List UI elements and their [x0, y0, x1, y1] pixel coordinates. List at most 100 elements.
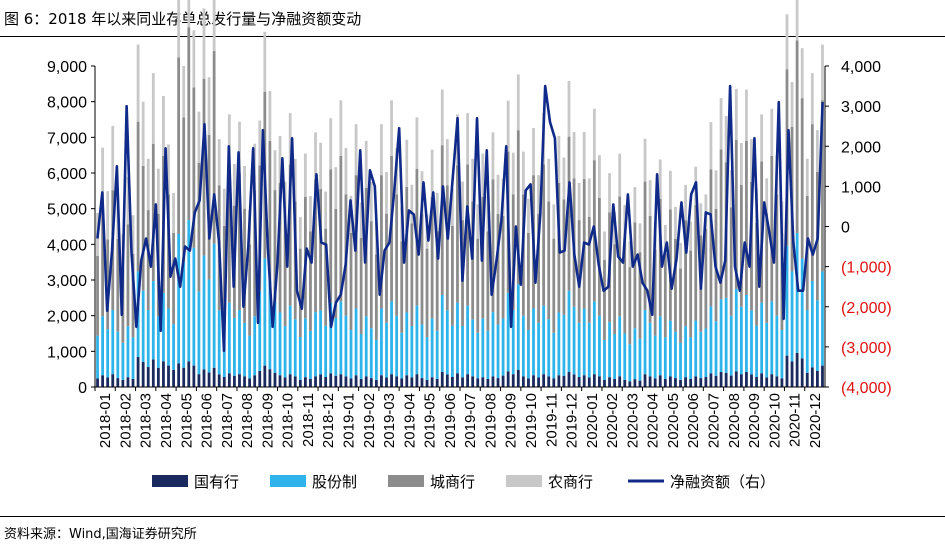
bar-gufen	[694, 320, 698, 377]
bar-gufen	[471, 319, 475, 377]
bar-chengshang	[729, 207, 733, 316]
right-axis-tick-label: 2,000	[841, 139, 881, 156]
bar-gufen	[395, 315, 399, 377]
bar-chengshang	[694, 205, 698, 321]
bar-gufen	[440, 294, 444, 373]
bar-gufen	[628, 344, 632, 382]
x-axis-tick-label: 2019-11	[543, 393, 560, 447]
bar-gufen	[182, 261, 186, 368]
x-axis-tick-label: 2020-02	[604, 393, 621, 448]
left-axis-tick-label: 9,000	[47, 59, 87, 76]
bar-guoyou	[598, 376, 601, 387]
bar-chengshang	[679, 268, 682, 343]
bar-gufen	[643, 309, 647, 375]
bar-guoyou	[151, 359, 155, 387]
bar-gufen	[435, 330, 439, 379]
bar-chengshang	[420, 214, 424, 325]
bar-nongshang	[156, 168, 160, 214]
bar-nongshang	[268, 90, 272, 141]
bar-nongshang	[430, 149, 434, 197]
bar-gufen	[800, 258, 804, 359]
left-axis-tick-label: 4,000	[47, 237, 87, 254]
bar-gufen	[456, 302, 459, 374]
bar-gufen	[506, 292, 510, 372]
bar-guoyou	[592, 374, 596, 387]
bar-guoyou	[106, 377, 110, 387]
bar-guoyou	[167, 365, 170, 387]
left-axis-tick-label: 6,000	[47, 166, 87, 183]
bar-nongshang	[405, 139, 409, 187]
bar-nongshang	[633, 186, 637, 223]
bar-guoyou	[800, 358, 804, 387]
x-axis-tick-label: 2019-03	[381, 393, 398, 448]
bar-nongshang	[329, 118, 333, 170]
bar-gufen	[364, 316, 368, 377]
x-axis-tick-label: 2019-12	[564, 393, 581, 448]
bar-guoyou	[430, 377, 434, 387]
bar-guoyou	[481, 377, 485, 387]
bar-gufen	[172, 324, 175, 370]
bar-gufen	[790, 271, 794, 362]
bar-gufen	[162, 292, 165, 362]
bar-gufen	[476, 332, 480, 379]
x-axis-tick-label: 2020-04	[645, 393, 662, 448]
bar-nongshang	[111, 125, 115, 191]
bar-chengshang	[329, 169, 333, 303]
bar-gufen	[445, 310, 449, 375]
bar-guoyou	[719, 372, 723, 387]
source-note: 资料来源：Wind,国海证券研究所	[4, 527, 197, 542]
bar-guoyou	[537, 377, 540, 387]
bar-guoyou	[557, 375, 561, 387]
bar-gufen	[714, 321, 718, 376]
bar-guoyou	[506, 371, 510, 387]
bar-guoyou	[395, 376, 399, 387]
right-axis-tick-label: (2,000)	[841, 300, 892, 317]
bar-nongshang	[562, 157, 566, 200]
bar-gufen	[750, 310, 753, 375]
bar-guoyou	[511, 374, 515, 387]
bar-chengshang	[369, 221, 373, 329]
bar-guoyou	[542, 374, 546, 387]
bar-guoyou	[491, 376, 495, 387]
bar-guoyou	[567, 372, 571, 387]
bar-guoyou	[405, 375, 409, 387]
bar-gufen	[765, 322, 769, 378]
bar-guoyou	[461, 377, 464, 387]
bar-chengshang	[380, 175, 383, 309]
bar-guoyou	[385, 377, 388, 387]
bar-chengshang	[486, 231, 490, 331]
bar-chengshang	[222, 225, 226, 326]
bar-gufen	[217, 310, 221, 375]
bar-gufen	[303, 318, 307, 378]
bar-nongshang	[288, 113, 292, 165]
bar-chengshang	[116, 238, 120, 332]
bar-chengshang	[689, 250, 693, 338]
bar-chengshang	[177, 57, 181, 234]
bar-nongshang	[816, 130, 819, 172]
x-axis-tick-label: 2020-03	[624, 393, 641, 448]
bar-nongshang	[217, 139, 221, 186]
bar-chengshang	[638, 252, 642, 339]
bar-gufen	[618, 316, 622, 377]
bar-gufen	[608, 322, 611, 378]
bar-nongshang	[608, 173, 611, 213]
bar-nongshang	[303, 153, 307, 197]
bar-gufen	[385, 322, 388, 378]
bar-gufen	[187, 220, 191, 362]
x-axis-tick-label: 2019-09	[503, 393, 520, 448]
bar-chengshang	[648, 215, 652, 323]
bar-guoyou	[755, 377, 758, 387]
bar-chengshang	[435, 231, 439, 331]
bar-nongshang	[567, 80, 571, 137]
bar-chengshang	[146, 210, 150, 310]
x-axis-tick-label: 2018-05	[178, 393, 195, 448]
bar-chengshang	[395, 194, 399, 316]
bar-nongshang	[293, 158, 297, 202]
bar-gufen	[248, 335, 252, 379]
bar-gufen	[238, 309, 241, 375]
legend: 国有行 股份制 城商行 农商行 净融资额（右）	[152, 473, 775, 491]
bar-chengshang	[552, 238, 556, 333]
bar-gufen	[202, 255, 206, 370]
bar-guoyou	[217, 374, 221, 387]
bar-nongshang	[643, 138, 647, 182]
